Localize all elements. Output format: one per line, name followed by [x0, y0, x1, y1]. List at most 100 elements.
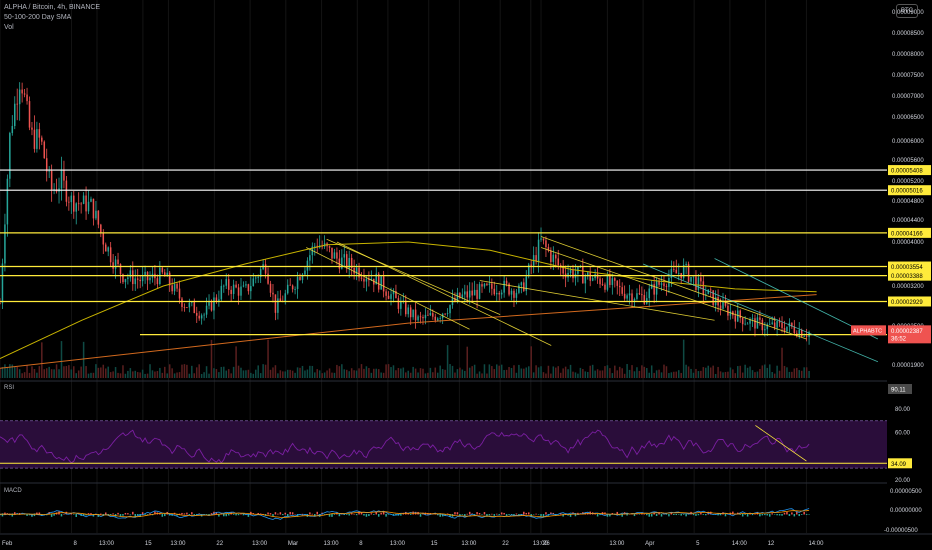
- macd-tick-2: -0.00000500: [884, 528, 918, 534]
- price-tick-5: 0.00006500: [892, 115, 924, 121]
- rsi-band: [0, 420, 887, 469]
- candle-body-120: [294, 289, 296, 290]
- volume-bar-94: [230, 373, 232, 378]
- candle-body-257: [631, 293, 633, 303]
- macd-hist-61: [149, 513, 151, 515]
- candle-body-183: [449, 305, 451, 314]
- level-badge-4: [888, 270, 931, 281]
- candle-body-280: [687, 263, 690, 282]
- candle-body-143: [350, 257, 353, 268]
- volume-bar-317: [778, 370, 781, 378]
- volume-bar-25: [60, 341, 63, 378]
- macd-hist-232: [569, 514, 572, 517]
- volume-bar-105: [257, 365, 259, 378]
- macd-hist-85: [208, 514, 210, 516]
- volume-bar-310: [761, 365, 764, 378]
- volume-bar-162: [397, 368, 400, 378]
- macd-hist-37: [90, 513, 92, 515]
- volume-bar-186: [456, 369, 459, 378]
- level-badge-5: [888, 296, 931, 307]
- time-tick-12: 13:00: [461, 541, 477, 547]
- indicator-title: 50-100-200 Day SMA: [4, 14, 72, 21]
- volume-bar-37: [90, 372, 92, 378]
- macd-hist-234: [574, 514, 577, 517]
- volume-bar-193: [473, 364, 476, 378]
- level-badge-2: [888, 227, 931, 238]
- volume-bar-275: [675, 371, 678, 378]
- candle-body-288: [707, 289, 710, 295]
- macd-hist-302: [741, 514, 744, 517]
- candle-body-156: [382, 276, 385, 292]
- symbol-tag-text: ALPHABTC: [853, 328, 882, 334]
- candle-body-209: [513, 290, 515, 298]
- volume-bar-226: [555, 367, 557, 378]
- trend-lines: [306, 236, 879, 363]
- time-tick-15: 26: [543, 541, 550, 547]
- macd-hist-324: [796, 512, 798, 515]
- volume-bar-32: [77, 370, 80, 378]
- candle-body-76: [186, 307, 188, 309]
- macd-hist-114: [279, 512, 282, 515]
- candle-body-147: [360, 277, 363, 279]
- rsi-pane: [0, 420, 887, 469]
- volume-bar-26: [63, 366, 65, 378]
- volume-bar-269: [660, 372, 663, 378]
- volume-bar-72: [176, 372, 178, 378]
- candle-body-75: [183, 306, 186, 308]
- macd-hist-322: [791, 512, 793, 515]
- candle-body-303: [744, 323, 746, 325]
- macd-hist-5: [11, 514, 14, 517]
- macd-hist-282: [692, 514, 695, 516]
- candle-body-35: [85, 195, 87, 212]
- candle-body-265: [650, 284, 653, 289]
- macd-hist-181: [444, 514, 446, 516]
- macd-hist-160: [392, 514, 395, 516]
- volume-bar-237: [582, 369, 584, 378]
- macd-hist-95: [232, 514, 235, 515]
- volume-bar-49: [119, 373, 122, 378]
- volume-bar-14: [33, 369, 36, 378]
- macd-hist-84: [205, 514, 208, 515]
- volume-bar-73: [178, 372, 181, 378]
- macd-hist-298: [732, 511, 734, 515]
- rsi-band-fill: [0, 420, 887, 469]
- currency-button[interactable]: BTC: [896, 4, 918, 18]
- candle-body-246: [604, 284, 606, 290]
- macd-hist-147: [360, 512, 363, 515]
- volume-bar-83: [203, 372, 205, 378]
- candle-body-220: [540, 238, 542, 240]
- volume-bar-257: [631, 365, 633, 378]
- volume-bar-100: [245, 370, 247, 378]
- volume-bar-96: [235, 346, 237, 378]
- time-axis[interactable]: Feb 8 13:00 15 13:00 22 13:00 Mar 13:00 8 13:00 15 1…: [0, 533, 932, 547]
- level-badge-3: [888, 261, 931, 272]
- candle-body-186: [456, 292, 459, 302]
- macd-hist-47: [114, 514, 117, 517]
- macd-hist-179: [439, 514, 441, 517]
- volume-bar-311: [764, 364, 766, 378]
- macd-hist-25: [60, 514, 63, 517]
- volume-bar-185: [454, 372, 456, 378]
- candle-body-248: [609, 275, 611, 285]
- volume-bar-129: [316, 369, 318, 378]
- volume-bar-256: [628, 369, 631, 378]
- volume-bar-24: [58, 369, 60, 378]
- candle-body-134: [328, 246, 331, 248]
- volume-bar-172: [422, 368, 424, 378]
- volume-bar-319: [783, 365, 786, 378]
- candle-body-116: [284, 293, 287, 302]
- macd-hist-129: [316, 511, 318, 515]
- macd-hist-272: [668, 514, 670, 517]
- time-tick-13: 22: [502, 541, 509, 547]
- price-tick-1: 0.00008500: [892, 31, 924, 37]
- macd-hist-106: [259, 513, 262, 515]
- macd-hist-327: [803, 511, 805, 515]
- macd-hist-156: [382, 512, 385, 515]
- level-badge-text-1: 0.00005016: [891, 189, 923, 195]
- price-axis[interactable]: 0.00009000 0.00008500 0.00008000 0.00007500…: [851, 0, 932, 534]
- macd-hist-153: [375, 511, 378, 515]
- macd-hist-21: [50, 514, 53, 517]
- volume-bar-164: [402, 367, 405, 378]
- macd-hist-316: [776, 514, 778, 516]
